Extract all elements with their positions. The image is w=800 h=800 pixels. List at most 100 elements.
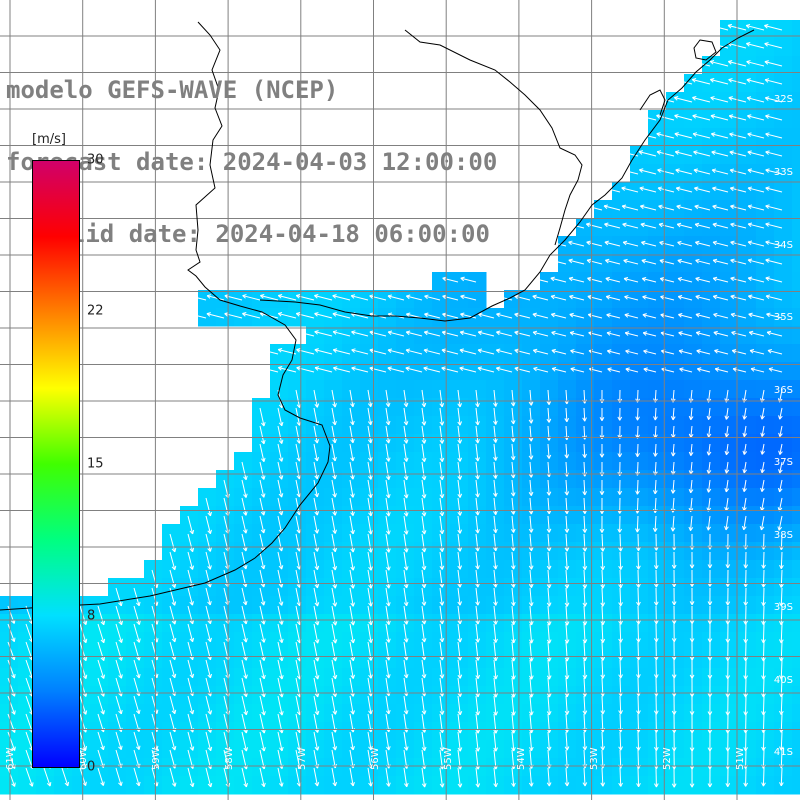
ocean-cell — [540, 326, 559, 345]
ocean-cell — [36, 776, 55, 795]
ocean-cell — [414, 416, 433, 435]
ocean-cell — [108, 578, 127, 597]
ocean-cell — [738, 380, 757, 399]
ocean-cell — [288, 362, 307, 381]
ocean-cell — [324, 686, 343, 705]
wind-arrow — [314, 366, 333, 373]
ocean-cell — [396, 722, 415, 741]
ocean-cell — [324, 740, 343, 759]
ocean-cell — [270, 686, 289, 705]
ocean-cell — [270, 344, 289, 363]
colorbar-tick-8: 8 — [87, 608, 96, 624]
ocean-cell — [450, 308, 469, 327]
ocean-cell — [342, 524, 361, 543]
ocean-cell — [0, 704, 19, 723]
wind-arrow — [421, 731, 427, 751]
ocean-cell — [738, 434, 757, 453]
wind-arrow — [259, 479, 266, 498]
ocean-cell — [522, 380, 541, 399]
ocean-cell — [468, 362, 487, 381]
ocean-cell — [144, 614, 163, 633]
wind-arrow — [671, 623, 677, 643]
ocean-cell — [774, 776, 793, 795]
ocean-cell — [0, 650, 19, 669]
ocean-cell — [720, 542, 739, 561]
wind-arrow — [277, 551, 284, 570]
ocean-cell — [306, 524, 325, 543]
ocean-cell — [396, 686, 415, 705]
wind-arrow — [600, 641, 606, 661]
wind-arrow — [695, 294, 711, 301]
wind-arrow — [241, 533, 248, 552]
wind-arrow — [406, 312, 423, 319]
colorbar-tick-22: 22 — [87, 303, 104, 319]
ocean-cell — [648, 164, 667, 183]
wind-arrow — [439, 497, 445, 517]
wind-arrow — [692, 132, 711, 139]
wind-arrow — [529, 623, 534, 644]
ocean-cell — [594, 254, 613, 273]
wind-arrow — [546, 767, 552, 787]
ocean-cell — [720, 632, 739, 651]
wind-arrow — [712, 258, 729, 265]
ocean-cell — [468, 488, 487, 507]
ocean-cell — [774, 218, 793, 237]
wind-arrow — [546, 551, 552, 570]
wind-arrow — [710, 78, 729, 85]
ocean-cell — [0, 740, 19, 759]
wind-arrow — [582, 551, 588, 571]
wind-arrow — [621, 204, 639, 211]
wind-arrow — [659, 277, 675, 283]
ocean-cell — [774, 254, 793, 273]
ocean-cell — [630, 488, 649, 507]
ocean-cell — [738, 722, 757, 741]
ocean-cell — [702, 650, 721, 669]
ocean-cell — [126, 704, 145, 723]
wind-arrow — [405, 348, 423, 355]
wind-arrow — [493, 695, 498, 716]
wind-arrow — [529, 677, 534, 698]
wind-arrow — [169, 659, 177, 679]
lon-label: 58W — [224, 747, 235, 770]
ocean-cell — [756, 38, 775, 57]
wind-arrow — [457, 677, 463, 697]
ocean-cell — [108, 704, 127, 723]
wind-arrow — [241, 515, 248, 534]
ocean-cell — [324, 704, 343, 723]
ocean-cell — [288, 722, 307, 741]
ocean-cell — [684, 470, 703, 489]
wind-arrow — [457, 695, 463, 716]
wind-arrow — [115, 605, 123, 626]
wind-arrow — [511, 677, 516, 698]
ocean-cell — [792, 740, 800, 759]
ocean-cell — [180, 614, 199, 633]
ocean-cell — [180, 560, 199, 579]
wind-arrow — [259, 677, 266, 698]
ocean-cell — [0, 758, 19, 777]
ocean-cell — [252, 470, 271, 489]
ocean-cell — [504, 524, 523, 543]
ocean-cell — [378, 398, 397, 417]
wind-arrow — [475, 641, 481, 661]
wind-arrow — [675, 168, 693, 175]
ocean-cell — [432, 326, 451, 345]
ocean-cell — [522, 362, 541, 381]
ocean-cell — [450, 470, 469, 489]
wind-arrow — [730, 258, 747, 265]
ocean-cell — [630, 542, 649, 561]
wind-arrow — [564, 569, 570, 589]
wind-arrow — [657, 186, 675, 193]
ocean-cell — [216, 650, 235, 669]
ocean-cell — [198, 686, 217, 705]
ocean-cell — [252, 398, 271, 417]
ocean-cell — [756, 146, 775, 165]
ocean-cell — [756, 488, 775, 507]
wind-arrow — [765, 222, 783, 229]
wind-arrow — [618, 695, 623, 715]
ocean-cell — [792, 542, 800, 561]
wind-arrow — [656, 150, 675, 157]
ocean-cell — [450, 272, 469, 291]
ocean-cell — [738, 614, 757, 633]
wind-arrow — [778, 425, 783, 437]
wind-arrow — [278, 366, 297, 373]
